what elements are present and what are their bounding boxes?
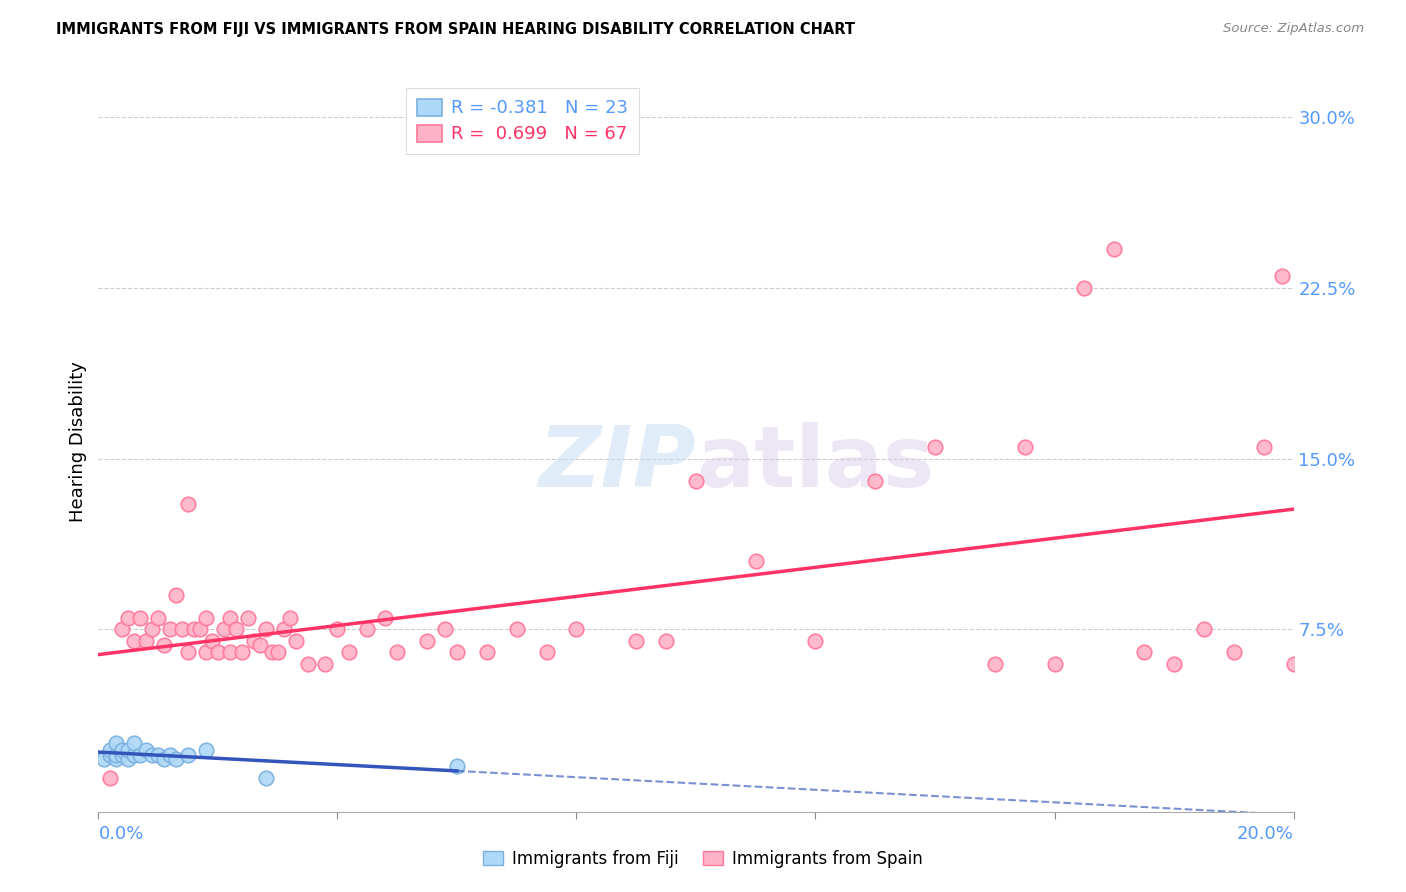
Point <box>685 475 707 489</box>
Point <box>195 645 218 659</box>
Point <box>148 747 170 762</box>
Point <box>117 752 139 766</box>
Point <box>506 623 529 637</box>
Y-axis label: Hearing Disability: Hearing Disability <box>69 361 87 522</box>
Legend: R = -0.381   N = 23, R =  0.699   N = 67: R = -0.381 N = 23, R = 0.699 N = 67 <box>406 87 640 154</box>
Point <box>111 743 134 757</box>
Point <box>254 623 277 637</box>
Point <box>260 645 283 659</box>
Point <box>434 623 457 637</box>
Point <box>339 645 361 659</box>
Point <box>924 440 946 454</box>
Point <box>195 743 218 757</box>
Point <box>254 771 277 785</box>
Point <box>219 645 242 659</box>
Point <box>249 639 271 653</box>
Point <box>1192 623 1215 637</box>
Point <box>98 743 122 757</box>
Point <box>117 611 139 625</box>
Point <box>1163 657 1185 671</box>
Point <box>315 657 337 671</box>
Point <box>267 645 290 659</box>
Point <box>385 645 409 659</box>
Point <box>188 623 211 637</box>
Point <box>129 747 152 762</box>
Point <box>1223 645 1246 659</box>
Point <box>536 645 558 659</box>
Point <box>159 623 181 637</box>
Point <box>135 633 157 648</box>
Point <box>177 645 200 659</box>
Point <box>153 752 176 766</box>
Point <box>865 475 887 489</box>
Point <box>172 623 194 637</box>
Point <box>475 645 498 659</box>
Point <box>565 623 588 637</box>
Point <box>416 633 439 648</box>
Point <box>105 736 128 750</box>
Point <box>153 639 176 653</box>
Text: 20.0%: 20.0% <box>1237 825 1294 843</box>
Text: 0.0%: 0.0% <box>98 825 143 843</box>
Point <box>225 623 247 637</box>
Point <box>745 554 768 568</box>
Point <box>326 623 349 637</box>
Point <box>105 747 128 762</box>
Point <box>1271 269 1294 284</box>
Point <box>236 611 259 625</box>
Legend: Immigrants from Fiji, Immigrants from Spain: Immigrants from Fiji, Immigrants from Sp… <box>477 844 929 875</box>
Point <box>446 645 468 659</box>
Text: ZIP: ZIP <box>538 422 696 505</box>
Point <box>207 645 229 659</box>
Text: IMMIGRANTS FROM FIJI VS IMMIGRANTS FROM SPAIN HEARING DISABILITY CORRELATION CHA: IMMIGRANTS FROM FIJI VS IMMIGRANTS FROM … <box>56 22 855 37</box>
Point <box>1104 242 1126 256</box>
Point <box>1253 440 1275 454</box>
Point <box>117 743 139 757</box>
Point <box>212 623 235 637</box>
Point <box>219 611 242 625</box>
Point <box>297 657 319 671</box>
Point <box>165 752 187 766</box>
Point <box>273 623 295 637</box>
Point <box>98 771 122 785</box>
Point <box>177 497 200 511</box>
Point <box>111 623 134 637</box>
Point <box>201 633 224 648</box>
Point <box>1133 645 1156 659</box>
Point <box>141 623 163 637</box>
Point <box>243 633 266 648</box>
Point <box>105 752 128 766</box>
Point <box>124 736 146 750</box>
Point <box>124 747 146 762</box>
Point <box>984 657 1007 671</box>
Point <box>1073 281 1095 295</box>
Point <box>177 747 200 762</box>
Point <box>1014 440 1036 454</box>
Point <box>655 633 678 648</box>
Point <box>284 633 307 648</box>
Point <box>93 752 115 766</box>
Point <box>148 611 170 625</box>
Point <box>278 611 301 625</box>
Point <box>159 747 181 762</box>
Point <box>124 633 146 648</box>
Point <box>165 588 187 602</box>
Point <box>446 759 468 773</box>
Point <box>98 747 122 762</box>
Point <box>183 623 205 637</box>
Point <box>231 645 253 659</box>
Point <box>1282 657 1305 671</box>
Point <box>141 747 163 762</box>
Point <box>129 611 152 625</box>
Point <box>626 633 648 648</box>
Point <box>356 623 378 637</box>
Point <box>111 747 134 762</box>
Point <box>804 633 827 648</box>
Text: Source: ZipAtlas.com: Source: ZipAtlas.com <box>1223 22 1364 36</box>
Point <box>135 743 157 757</box>
Text: atlas: atlas <box>696 422 934 505</box>
Point <box>374 611 396 625</box>
Point <box>1043 657 1066 671</box>
Point <box>195 611 218 625</box>
